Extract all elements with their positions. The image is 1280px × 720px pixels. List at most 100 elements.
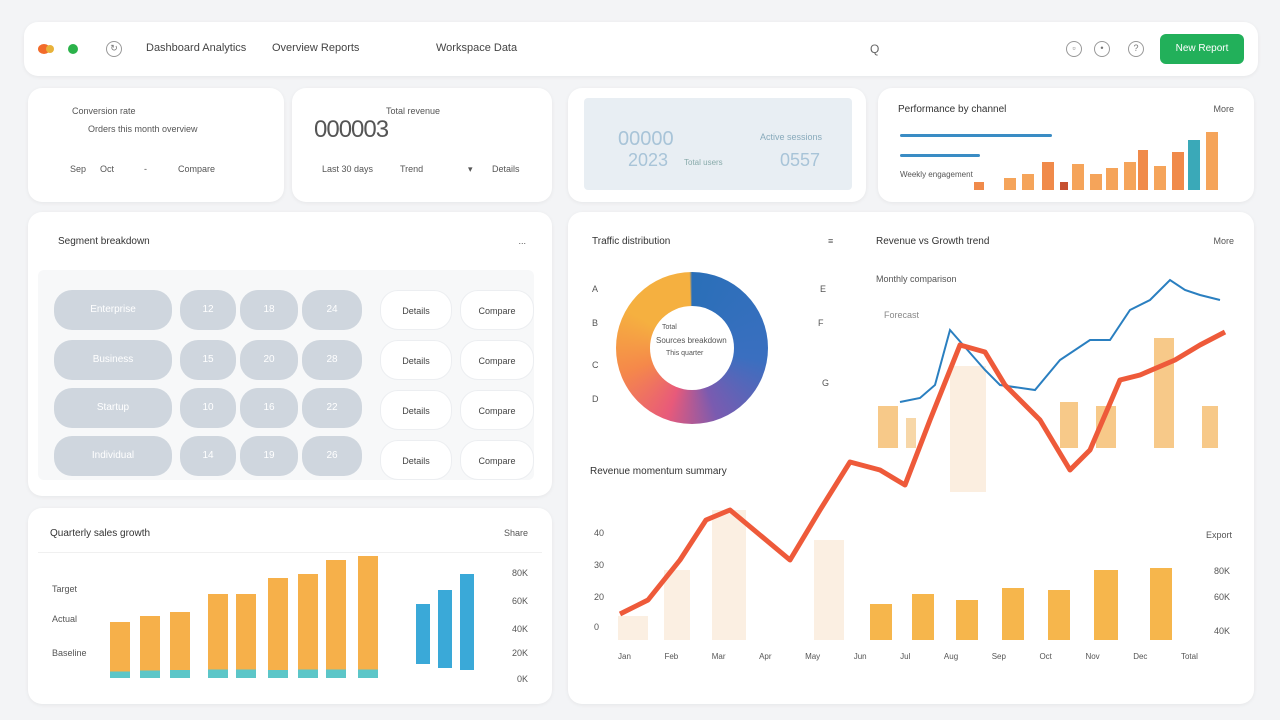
kpi-stat[interactable]: Compare — [178, 164, 216, 174]
legend-label: E — [820, 284, 827, 294]
background-bars — [618, 502, 848, 640]
row-label[interactable]: Enterprise — [54, 290, 172, 330]
legend-label: F — [818, 318, 824, 328]
cell: 22 — [302, 388, 362, 428]
kpi-panel: 00000 2023 Total users Active sessions 0… — [584, 98, 852, 190]
donut-center-label: Sources breakdown — [656, 336, 727, 345]
donut-chart[interactable] — [616, 272, 768, 424]
cell: 16 — [240, 388, 298, 428]
kpi-label: Total revenue — [386, 106, 441, 116]
x-axis: Jan Feb Mar Apr May Jun Jul Aug Sep Oct Nov Dec Tota… — [618, 652, 1198, 661]
sales-bars[interactable] — [108, 554, 388, 678]
kpi-stat: Sep — [70, 164, 87, 174]
quarterly-sales-card: Quarterly sales growth Share Target Actu… — [28, 508, 552, 704]
details-button[interactable]: Details — [380, 390, 452, 430]
refresh-icon[interactable]: ↻ — [106, 41, 122, 57]
kpi-stat: Last 30 days — [322, 164, 374, 174]
chat-icon[interactable]: ▫ — [1066, 41, 1082, 57]
progress-bar — [900, 154, 980, 157]
nav-item-workspace[interactable]: Workspace Data — [436, 42, 518, 54]
kpi-stat: - — [144, 164, 147, 174]
axis-tick: 0 — [594, 622, 600, 632]
legend-label: G — [822, 378, 830, 388]
kpi-stat: Trend — [400, 164, 424, 174]
axis-tick: 30 — [594, 560, 605, 570]
axis-tick: 20K — [511, 648, 528, 658]
kpi-value: 000003 — [314, 116, 389, 143]
details-button[interactable]: Details — [380, 340, 452, 380]
cell: 12 — [180, 290, 236, 330]
cell: 15 — [180, 340, 236, 380]
kpi-label: Conversion rate — [72, 106, 136, 116]
kpi-stat[interactable]: Details — [492, 164, 520, 174]
kpi-value: 0557 — [780, 150, 821, 170]
search-icon[interactable]: Q — [870, 42, 880, 56]
kpi-label: Active sessions — [760, 132, 823, 142]
axis-tick: 40K — [511, 624, 528, 634]
kpi-subvalue: 2023 — [628, 150, 669, 170]
kpi-note: Total users — [684, 158, 723, 167]
new-report-button[interactable]: New Report — [1160, 34, 1244, 64]
card-title: Performance by channel — [898, 104, 1007, 115]
card-title: Revenue momentum summary — [590, 466, 727, 477]
cell: 10 — [180, 388, 236, 428]
kpi-card-revenue: Total revenue 000003 Last 30 days Trend … — [292, 88, 552, 202]
axis-tick: 80K — [1213, 566, 1230, 576]
compare-button[interactable]: Compare — [460, 440, 534, 480]
cell: 26 — [302, 436, 362, 476]
kpi-card-channel: Performance by channel More Weekly engag… — [878, 88, 1254, 202]
export-link[interactable]: Export — [1205, 530, 1232, 540]
legend-label: B — [592, 318, 599, 328]
kpi-card-conversion: Conversion rate Orders this month overvi… — [28, 88, 284, 202]
row-label[interactable]: Business — [54, 340, 172, 380]
kpi-sublabel: Orders this month overview — [88, 124, 198, 134]
legend-label: Target — [52, 584, 78, 594]
cell: 14 — [180, 436, 236, 476]
compare-button[interactable]: Compare — [460, 290, 534, 330]
nav-item-dashboard[interactable]: Dashboard Analytics — [146, 42, 247, 54]
axis-tick: 0K — [516, 674, 528, 684]
donut-center-label: Total — [662, 324, 677, 331]
details-button[interactable]: Details — [380, 290, 452, 330]
axis-tick: 60K — [511, 596, 528, 606]
kpi-stat: Oct — [100, 164, 115, 174]
kpi-stat: ▾ — [468, 164, 473, 174]
mini-bar-chart — [974, 128, 1238, 190]
compare-button[interactable]: Compare — [460, 340, 534, 380]
app-logo[interactable] — [38, 42, 78, 56]
help-icon[interactable]: ? — [1128, 41, 1144, 57]
menu-icon[interactable]: ≡ — [828, 236, 834, 246]
cell: 19 — [240, 436, 298, 476]
donut-center-label: This quarter — [666, 350, 704, 357]
row-label[interactable]: Startup — [54, 388, 172, 428]
row-label[interactable]: Individual — [54, 436, 172, 476]
axis-tick: 40K — [1213, 626, 1230, 636]
more-link[interactable]: More — [1213, 104, 1234, 114]
cell: 28 — [302, 340, 362, 380]
segment-table-card: Segment breakdown ... Enterprise 12 18 2… — [28, 212, 552, 496]
axis-tick: 40 — [594, 528, 605, 538]
axis-tick: 80K — [511, 568, 528, 578]
card-title: Segment breakdown — [58, 236, 150, 247]
chart-note: Forecast — [884, 310, 920, 320]
card-title: Traffic distribution — [592, 236, 671, 247]
notification-icon[interactable]: • — [1094, 41, 1110, 57]
comparison-bars[interactable] — [416, 568, 486, 672]
legend-label: C — [592, 360, 599, 370]
more-link[interactable]: More — [1213, 236, 1234, 246]
more-menu[interactable]: ... — [518, 236, 526, 246]
card-title: Revenue vs Growth trend — [876, 236, 990, 247]
axis-tick: 60K — [1213, 592, 1230, 602]
nav-item-overview[interactable]: Overview Reports — [272, 42, 360, 54]
legend-label: D — [592, 394, 599, 404]
share-link[interactable]: Share — [503, 528, 528, 538]
kpi-card-users: 00000 2023 Total users Active sessions 0… — [568, 88, 866, 202]
legend-label: Baseline — [52, 648, 87, 658]
revenue-bars[interactable] — [868, 562, 1208, 640]
card-title: Quarterly sales growth — [50, 528, 151, 539]
cell: 24 — [302, 290, 362, 330]
details-button[interactable]: Details — [380, 440, 452, 480]
cell: 18 — [240, 290, 298, 330]
compare-button[interactable]: Compare — [460, 390, 534, 430]
